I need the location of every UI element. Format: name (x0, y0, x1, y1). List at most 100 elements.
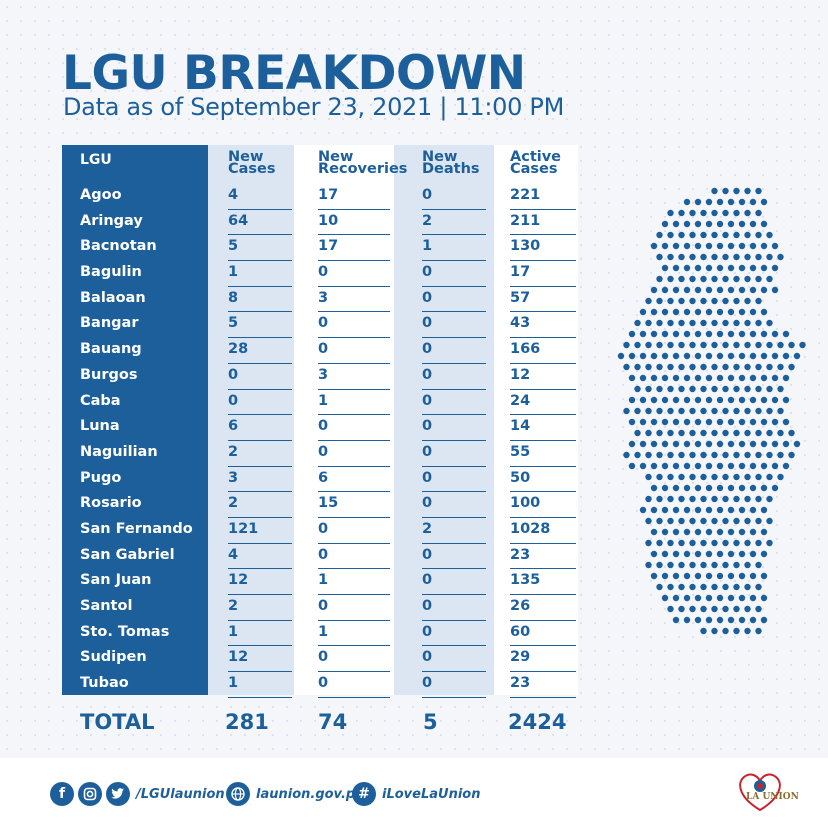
table-body: Agoo 4 17 0 221 Aringay 64 10 2 211 Bacnotan 5 17 1 13… (62, 184, 578, 698)
logo-text: LA UNION (746, 792, 799, 802)
active-cases-value: 23 (510, 544, 576, 570)
table-row: Bangar 5 0 0 43 (62, 312, 578, 339)
table-row: Luna 6 0 0 14 (62, 415, 578, 441)
instagram-icon[interactable] (78, 782, 102, 806)
new-recoveries-value: 0 (318, 646, 390, 673)
new-recoveries-column-band (294, 145, 394, 695)
new-cases-value: 8 (228, 287, 292, 313)
new-cases-value: 0 (228, 364, 292, 390)
lgu-name: Pugo (80, 469, 122, 486)
active-cases-value: 221 (510, 184, 576, 210)
lgu-name: Caba (80, 392, 121, 409)
lgu-name: Naguilian (80, 443, 158, 460)
lgu-name: Agoo (80, 187, 122, 203)
table-row: Agoo 4 17 0 221 (62, 184, 578, 210)
active-cases-value: 211 (510, 210, 576, 236)
hashtag-text: iLoveLaUnion (382, 786, 481, 802)
header-active-cases: Active Cases (510, 150, 580, 177)
new-recoveries-value: 0 (318, 312, 390, 339)
new-deaths-value: 0 (422, 672, 486, 698)
new-recoveries-value: 0 (318, 595, 390, 621)
new-deaths-value: 0 (422, 338, 486, 364)
new-recoveries-value: 0 (318, 672, 390, 698)
table-row: Bauang 28 0 0 166 (62, 338, 578, 364)
header-new-recoveries-line1: New (318, 149, 354, 165)
website-link[interactable]: launion.gov.ph (226, 782, 364, 806)
new-deaths-value: 0 (422, 621, 486, 647)
new-deaths-value: 2 (422, 210, 486, 236)
new-deaths-value: 0 (422, 415, 486, 441)
lgu-name: Sudipen (80, 649, 147, 666)
new-cases-value: 6 (228, 415, 292, 441)
twitter-icon[interactable] (106, 782, 130, 806)
new-recoveries-value: 0 (318, 415, 390, 441)
new-recoveries-value: 6 (318, 467, 390, 493)
globe-icon (226, 782, 250, 806)
new-deaths-value: 0 (422, 544, 486, 570)
active-cases-value: 23 (510, 672, 576, 698)
website-text: launion.gov.ph (256, 786, 365, 802)
new-cases-value: 64 (228, 210, 292, 236)
header-new-recoveries-line2: Recoveries (318, 161, 408, 177)
new-cases-value: 1 (228, 261, 292, 287)
total-active-cases: 2424 (508, 710, 567, 734)
new-recoveries-value: 0 (318, 338, 390, 364)
new-recoveries-value: 10 (318, 210, 390, 236)
lgu-name: Aringay (80, 212, 143, 229)
active-cases-value: 1028 (510, 518, 576, 544)
header-new-deaths-line2: Deaths (422, 161, 480, 177)
active-cases-value: 17 (510, 261, 576, 287)
active-cases-value: 26 (510, 595, 576, 621)
lgu-name: San Gabriel (80, 546, 175, 563)
social-handle[interactable]: /LGUlaunion (136, 786, 225, 802)
table-row: Sudipen 12 0 0 29 (62, 646, 578, 673)
new-deaths-value: 0 (422, 492, 486, 518)
social-links: f /LGUlaunion (50, 782, 225, 806)
active-cases-value: 166 (510, 338, 576, 364)
active-cases-value: 29 (510, 646, 576, 673)
new-deaths-value: 2 (422, 518, 486, 544)
new-cases-value: 12 (228, 569, 292, 595)
new-recoveries-value: 0 (318, 441, 390, 467)
hashtag-link[interactable]: # iLoveLaUnion (352, 782, 480, 806)
table-row: Bacnotan 5 17 1 130 (62, 235, 578, 262)
new-cases-value: 4 (228, 184, 292, 210)
active-cases-value: 50 (510, 467, 576, 493)
active-cases-value: 135 (510, 569, 576, 595)
lgu-name: Santol (80, 598, 133, 614)
new-cases-value: 121 (228, 518, 292, 544)
new-cases-value: 3 (228, 467, 292, 493)
new-cases-value: 1 (228, 621, 292, 647)
active-cases-value: 43 (510, 312, 576, 339)
header-new-recoveries: New Recoveries (318, 149, 408, 177)
new-cases-value: 12 (228, 646, 292, 673)
lgu-name: Bauang (80, 341, 142, 358)
active-cases-value: 14 (510, 415, 576, 441)
new-cases-value: 28 (228, 338, 292, 364)
table-row: San Juan 12 1 0 135 (62, 569, 578, 595)
lgu-name: Bacnotan (80, 238, 157, 255)
lgu-name: San Juan (80, 572, 152, 589)
lgu-name: Bagulin (80, 264, 142, 281)
page-title: LGU BREAKDOWN (62, 46, 526, 101)
new-cases-value: 5 (228, 235, 292, 262)
new-deaths-value: 0 (422, 364, 486, 390)
facebook-icon[interactable]: f (50, 782, 74, 806)
new-deaths-value: 0 (422, 646, 486, 673)
new-recoveries-value: 1 (318, 621, 390, 647)
lgu-breakdown-table: LGU New Cases New Recoveries New Deaths … (62, 145, 580, 698)
total-new-deaths: 5 (423, 710, 438, 734)
new-deaths-value: 0 (422, 441, 486, 467)
table-row: San Fernando 121 0 2 1028 (62, 518, 578, 544)
new-recoveries-value: 0 (318, 518, 390, 544)
lgu-name: Burgos (80, 366, 138, 383)
table-row: Pugo 3 6 0 50 (62, 467, 578, 493)
new-deaths-value: 0 (422, 569, 486, 595)
new-cases-column-band (208, 145, 294, 695)
new-deaths-value: 0 (422, 595, 486, 621)
lgu-column-band (62, 145, 208, 695)
lgu-name: Bangar (80, 315, 139, 332)
new-recoveries-value: 17 (318, 235, 390, 262)
new-cases-value: 5 (228, 312, 292, 339)
table-row: Santol 2 0 0 26 (62, 595, 578, 621)
